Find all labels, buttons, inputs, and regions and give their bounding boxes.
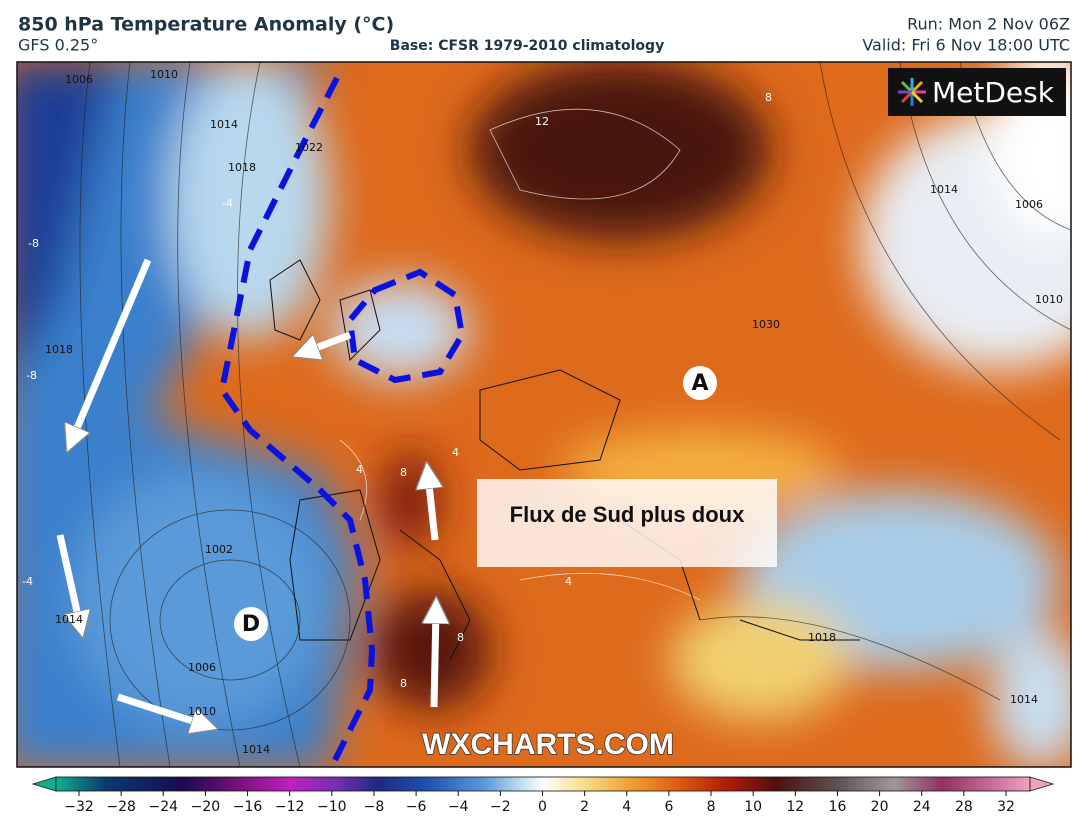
anomaly-labels: 12 8 8 8 8 -8 -8 -4 -4 4 4 4 (22, 91, 772, 690)
logo-icon (898, 78, 926, 106)
logo: MetDesk (932, 76, 1055, 109)
high-marker (683, 366, 717, 400)
colorbar: −32 −28 −24 −20 −16 −12 −10 −8 −6 −4 −2 0 2 4 6 8 10 12 16… (31, 776, 1055, 815)
colorbar-tick-label: −12 (275, 799, 305, 815)
colorbar-tick-label: −16 (233, 799, 263, 815)
watermark: WXCHARTS.COM (422, 728, 674, 761)
colorbar-tick-label: −2 (490, 799, 511, 815)
colorbar-tick-label: 8 (707, 799, 716, 815)
anomaly-label: 8 (765, 91, 772, 104)
isobar-label: 1018 (45, 343, 73, 356)
isobar-labels: 1006 1010 1014 1018 1022 1018 1014 1002 … (45, 68, 1063, 756)
colorbar-tick-label: 0 (538, 799, 547, 815)
anomaly-label: 12 (535, 115, 549, 128)
isobar-label: 1014 (55, 613, 83, 626)
isobar-label: 1010 (150, 68, 178, 81)
colorbar-tick-label: −4 (448, 799, 469, 815)
model: GFS 0.25° (18, 36, 98, 55)
colorbar-tick-label: 24 (913, 799, 931, 815)
isobar-label: 1010 (1035, 293, 1063, 306)
isobar-label: 1006 (188, 661, 216, 674)
anomaly-label: -8 (28, 237, 39, 250)
colorbar-tick-label: 6 (664, 799, 673, 815)
anomaly-label: 8 (457, 631, 464, 644)
valid-time: Valid: Fri 6 Nov 18:00 UTC (862, 36, 1070, 55)
anomaly-label: 8 (400, 466, 407, 479)
colorbar-tick-label: 12 (786, 799, 804, 815)
isobar-label: 1014 (242, 743, 270, 756)
colorbar-tick-label: 28 (955, 799, 973, 815)
isobar-label: 1014 (210, 118, 238, 131)
colorbar-tick-label: −6 (406, 799, 427, 815)
isobar-label: 1018 (808, 631, 836, 644)
base: Base: CFSR 1979-2010 climatology (390, 38, 664, 54)
colorbar-tick-label: −8 (364, 799, 385, 815)
run: Run: Mon 2 Nov 06Z (907, 15, 1070, 34)
title: 850 hPa Temperature Anomaly (°C) (18, 14, 394, 36)
isobar-label: 1006 (1015, 198, 1043, 211)
colorbar-tick-label: −20 (191, 799, 221, 815)
anomaly-label: -4 (222, 197, 233, 210)
isobar-label: 1006 (65, 73, 93, 86)
caption: Flux de Sud plus doux (510, 502, 745, 527)
caption-box (477, 479, 777, 567)
isobar-label: 1014 (1010, 693, 1038, 706)
isobar-label: 1022 (295, 141, 323, 154)
anomaly-label: 8 (400, 677, 407, 690)
isobar-label: 1030 (752, 318, 780, 331)
colorbar-tick-label: −24 (148, 799, 178, 815)
low-marker (234, 607, 268, 641)
colorbar-tick-label: 4 (622, 799, 631, 815)
anomaly-label: 4 (356, 463, 363, 476)
colorbar-tick-label: −32 (64, 799, 94, 815)
low-label: D (242, 612, 260, 637)
colorbar-tick-label: 16 (829, 799, 847, 815)
colorbar-tick-label: 32 (997, 799, 1015, 815)
colorbar-tick-label: 2 (580, 799, 589, 815)
colorbar-tick-label: −10 (317, 799, 347, 815)
isobar-label: 1014 (930, 183, 958, 196)
map-frame (16, 61, 1072, 768)
anomaly-label: -4 (22, 575, 33, 588)
isobar-label: 1010 (188, 705, 216, 718)
anomaly-label: -8 (26, 369, 37, 382)
high-label: A (691, 371, 708, 396)
map: 1006 1010 1014 1018 1022 1018 1014 1002 … (17, 62, 1071, 767)
colorbar-tick-label: 20 (871, 799, 889, 815)
isobar-label: 1018 (228, 161, 256, 174)
anomaly-label: 4 (452, 446, 459, 459)
colorbar-tick-label: −28 (106, 799, 136, 815)
colorbar-tick-label: 10 (744, 799, 762, 815)
anomaly-label: 4 (565, 575, 572, 588)
isobar-label: 1002 (205, 543, 233, 556)
